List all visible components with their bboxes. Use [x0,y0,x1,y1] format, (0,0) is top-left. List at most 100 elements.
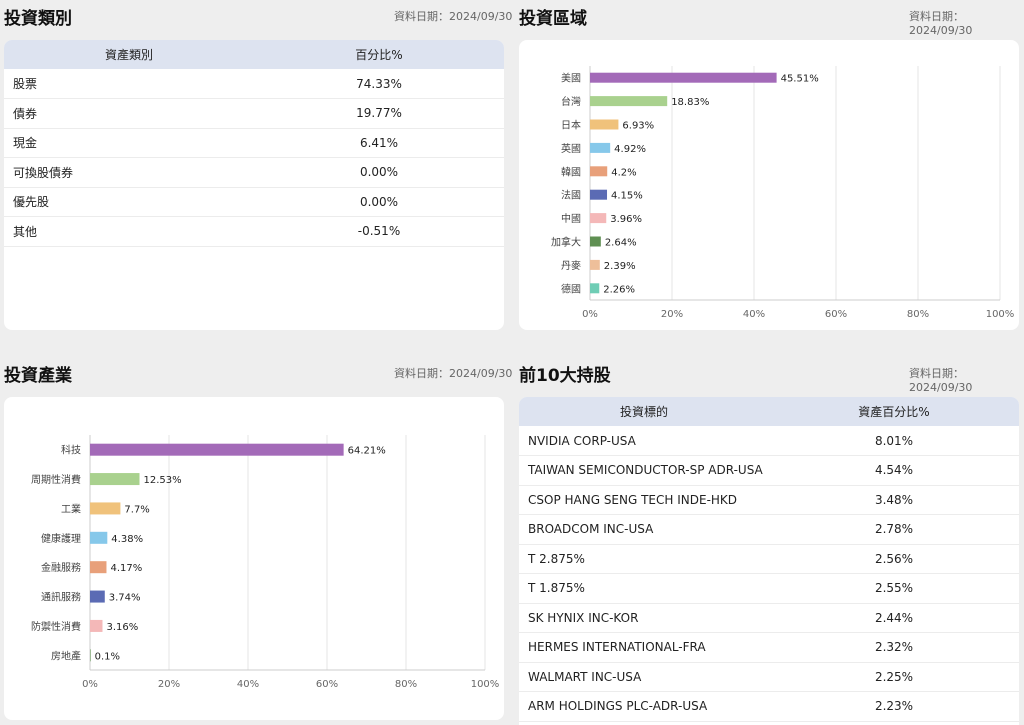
row-label: T 2.875% [519,544,769,574]
category-label: 通訊服務 [41,591,81,604]
x-tick-label: 60% [316,679,338,690]
category-label: 工業 [61,502,81,515]
row-label: 股票 [4,69,254,99]
x-tick-label: 0% [582,309,598,320]
category-label: 中國 [561,212,581,225]
holding-row: SK HYNIX INC-KOR 2.44% [519,603,1019,633]
region-title: 投資區域 [519,9,587,29]
industry-bar-chart: 0% 20% 40% 60% 80% 100% 科技 64.21% 周期性消費 12.53% 工業 7… [31,435,500,690]
row-percentage: 6.41% [254,128,504,158]
data-label: 7.7% [124,504,149,515]
row-percentage: 19.77% [254,98,504,129]
category-label: 法國 [561,189,581,202]
x-tick-label: 100% [986,309,1015,320]
x-tick-label: 40% [743,309,765,320]
row-label: ARM HOLDINGS PLC-ADR-USA [519,691,769,722]
holding-row: BROADCOM INC-USA 2.78% [519,514,1019,545]
data-label: 2.64% [605,238,637,249]
column-header-asset-percentage: 資產百分比% [769,397,1019,426]
x-tick-label: 80% [907,309,929,320]
row-percentage: -0.51% [254,216,504,247]
data-label: 0.1% [95,651,120,662]
asset-class-row: 其他 -0.51% [4,216,504,247]
bar [590,236,601,247]
category-label: 健康護理 [41,532,81,545]
region-card: 0% 20% 40% 60% 80% 100% 美國 45.51% 台灣 18.83% 日本 6.93… [519,40,1019,330]
holding-row: T 2.875% 2.56% [519,544,1019,574]
bar [90,649,91,662]
top10-card: 投資標的 資產百分比% NVIDIA CORP-USA 8.01% TAIWAN S… [519,397,1019,725]
asset-class-card: 資產類別 百分比% 股票 74.33% 債券 19.77% 現金 6.41% 可換股債券 0.… [4,40,504,330]
row-label: SK HYNIX INC-KOR [519,603,769,633]
row-percentage: 2.44% [769,603,1019,633]
holding-row: CSOP HANG SENG TECH INDE-HKD 3.48% [519,485,1019,515]
top10-title: 前10大持股 [519,366,611,386]
data-label: 2.39% [604,261,636,272]
category-label: 美國 [561,72,581,85]
category-label: 科技 [61,444,81,457]
data-label: 4.38% [111,534,143,545]
data-label: 18.83% [671,97,709,108]
bar [90,473,140,486]
data-label: 4.92% [614,144,646,155]
row-label: TAIWAN SEMICONDUCTOR-SP ADR-USA [519,455,769,486]
row-label: 現金 [4,128,254,158]
row-percentage: 2.23% [769,691,1019,722]
holding-row: WALMART INC-USA 2.25% [519,662,1019,692]
x-tick-label: 20% [158,679,180,690]
data-label: 3.16% [106,622,138,633]
column-header-holding: 投資標的 [519,397,769,426]
x-tick-label: 80% [395,679,417,690]
x-tick-label: 100% [471,679,500,690]
category-label: 德國 [561,282,581,295]
data-label: 12.53% [143,475,181,486]
holding-row: NVIDIA CORP-USA 8.01% [519,426,1019,456]
bar [90,561,107,574]
category-label: 台灣 [561,95,581,108]
data-label: 4.2% [611,167,636,178]
bar [590,166,608,177]
bar [590,189,608,200]
data-label: 3.96% [610,214,642,225]
x-tick-label: 40% [237,679,259,690]
asset-class-row: 債券 19.77% [4,98,504,129]
data-label: 3.74% [109,593,141,604]
holding-row: HERMES INTERNATIONAL-FRA 2.32% [519,632,1019,663]
holding-row: T 1.875% 2.55% [519,573,1019,604]
category-label: 周期性消費 [31,473,81,486]
bar [590,142,611,153]
category-label: 日本 [561,119,581,132]
industry-date: 資料日期：2024/09/30 [394,367,513,380]
asset-class-row: 現金 6.41% [4,128,504,158]
row-label: 債券 [4,98,254,129]
column-header-asset-class: 資產類別 [4,40,254,69]
asset-class-row: 優先股 0.00% [4,187,504,217]
bar [590,72,777,83]
row-percentage: 8.01% [769,426,1019,456]
category-label: 防禦性消費 [31,620,81,633]
row-percentage: 2.56% [769,544,1019,574]
row-percentage: 0.00% [254,157,504,188]
category-label: 英國 [561,142,581,155]
industry-card: 0% 20% 40% 60% 80% 100% 科技 64.21% 周期性消費 12.53% 工業 7… [4,397,504,720]
row-percentage: 4.54% [769,455,1019,486]
holding-row: ARM HOLDINGS PLC-ADR-USA 2.23% [519,691,1019,722]
data-label: 2.26% [603,284,635,295]
row-label: BROADCOM INC-USA [519,514,769,545]
asset-class-row: 可換股債券 0.00% [4,157,504,188]
category-label: 丹麥 [561,259,581,272]
data-label: 64.21% [348,446,386,457]
asset-class-row: 股票 74.33% [4,69,504,99]
category-label: 房地產 [51,649,81,662]
row-label: 可換股債券 [4,157,254,188]
region-date: 資料日期：2024/09/30 [909,10,973,37]
data-label: 6.93% [622,121,654,132]
row-label: WALMART INC-USA [519,662,769,692]
top10-table: 投資標的 資產百分比% NVIDIA CORP-USA 8.01% TAIWAN S… [519,397,1019,722]
row-label: CSOP HANG SENG TECH INDE-HKD [519,485,769,515]
x-tick-label: 0% [82,679,98,690]
row-percentage: 3.48% [769,485,1019,515]
row-percentage: 0.00% [254,187,504,217]
bar [590,259,600,270]
data-label: 4.15% [611,191,643,202]
